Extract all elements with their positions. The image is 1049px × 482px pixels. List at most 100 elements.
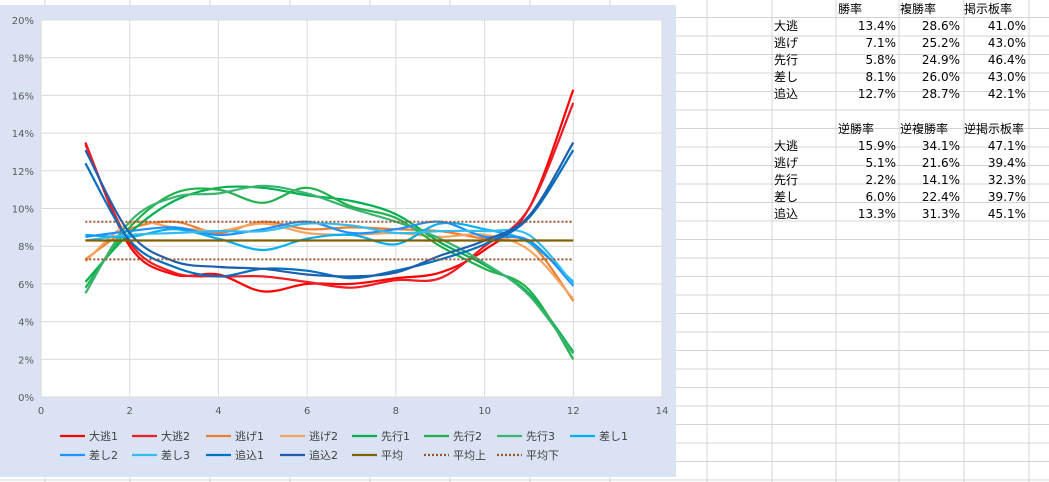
legend-entry: 差し3 [161, 448, 190, 462]
y-tick-label: 12% [12, 167, 34, 178]
legend-entry: 先行2 [453, 430, 482, 443]
cell-value: 28.7% [921, 86, 960, 101]
series-line-10 [85, 222, 575, 285]
table-row: 先行 2.2% 14.1% 32.3% [772, 171, 1028, 188]
x-tick-label: 14 [656, 406, 669, 417]
cell-value: 22.4% [921, 189, 960, 204]
y-tick-label: 4% [18, 318, 34, 329]
row-label: 逃げ [774, 36, 799, 50]
cell-value: 32.3% [987, 172, 1026, 187]
stats-table-2: 逆勝率 逆複勝率 逆掲示板率 大逃 15.9% 34.1% 47.1% 逃げ 5… [772, 120, 1028, 222]
cell-value: 13.4% [857, 18, 896, 33]
cell-value: 21.6% [921, 155, 960, 170]
cell-value: 39.7% [987, 189, 1026, 204]
cell-value: 25.2% [921, 35, 960, 50]
cell-value: 12.7% [857, 86, 896, 101]
cell-value: 14.1% [921, 172, 960, 187]
legend-entry: 大逃2 [161, 429, 190, 443]
y-tick-label: 8% [18, 242, 34, 253]
y-tick-label: 0% [18, 393, 34, 404]
y-tick-label: 14% [12, 129, 34, 140]
legend-entry: 差し2 [89, 448, 118, 462]
row-label: 差し [774, 70, 799, 84]
legend-entry: 平均 [381, 449, 403, 462]
cell-value: 43.0% [987, 35, 1026, 50]
table-corner-cell [772, 0, 836, 17]
table-row: 先行 5.8% 24.9% 46.4% [772, 51, 1028, 68]
cell-value: 39.4% [987, 155, 1026, 170]
table-row: 大逃 13.4% 28.6% 41.0% [772, 17, 1028, 34]
series-line-8 [85, 221, 575, 283]
legend-entry: 差し1 [599, 429, 628, 443]
cell-value: 47.1% [987, 138, 1026, 153]
cell-value: 13.3% [857, 206, 896, 221]
column-header: 逆勝率 [838, 122, 875, 136]
y-tick-label: 16% [12, 91, 34, 102]
table-row: 大逃 15.9% 34.1% 47.1% [772, 137, 1028, 154]
x-tick-label: 10 [478, 406, 491, 417]
x-tick-label: 6 [304, 406, 310, 417]
line-chart[interactable]: 0% 2% 4% 6% 8% 10% 12% 14% 16% 18% 20% 0 2 4 6 8 10 12 14 大… [0, 0, 680, 482]
column-header: 掲示板率 [964, 2, 1013, 16]
table-row: 差し 6.0% 22.4% 39.7% [772, 188, 1028, 205]
row-label: 追込 [774, 87, 799, 101]
cell-value: 8.1% [865, 69, 897, 84]
table-row: 追込 13.3% 31.3% 45.1% [772, 205, 1028, 222]
cell-value: 15.9% [857, 138, 896, 153]
legend-entry: 平均下 [526, 449, 559, 462]
legend-entry: 逃げ1 [235, 430, 264, 443]
legend-entry: 逃げ2 [309, 430, 338, 443]
series-line-7 [84, 184, 575, 355]
column-header: 勝率 [838, 2, 863, 16]
cell-value: 45.1% [987, 206, 1026, 221]
cell-value: 31.3% [921, 206, 960, 221]
legend-entry: 先行3 [526, 430, 555, 443]
row-label: 大逃 [774, 19, 799, 33]
row-label: 先行 [774, 53, 799, 67]
table-header-row: 勝率 複勝率 掲示板率 [772, 0, 1028, 17]
cell-value: 2.2% [865, 172, 897, 187]
row-label: 先行 [774, 173, 799, 187]
legend-entry: 追込2 [309, 448, 338, 462]
y-tick-label: 6% [18, 280, 34, 291]
legend-entry: 平均上 [453, 449, 486, 462]
x-tick-label: 0 [38, 406, 44, 417]
x-tick-label: 12 [567, 406, 580, 417]
y-tick-label: 10% [12, 205, 34, 216]
table-row: 逃げ 5.1% 21.6% 39.4% [772, 154, 1028, 171]
series-line-12 [84, 141, 575, 278]
x-tick-label: 4 [215, 406, 221, 417]
cell-value: 6.0% [865, 189, 897, 204]
cell-value: 46.4% [987, 52, 1026, 67]
y-tick-label: 18% [12, 54, 34, 65]
table-row: 逃げ 7.1% 25.2% 43.0% [772, 34, 1028, 51]
series-line-6 [84, 186, 575, 360]
cell-value: 28.6% [921, 18, 960, 33]
cell-value: 34.1% [921, 138, 960, 153]
legend-entry: 大逃1 [89, 429, 118, 443]
table-row: 差し 8.1% 26.0% 43.0% [772, 68, 1028, 85]
table-header-row: 逆勝率 逆複勝率 逆掲示板率 [772, 120, 1028, 137]
y-tick-label: 20% [12, 16, 34, 27]
table-row: 追込 12.7% 28.7% 42.1% [772, 85, 1028, 102]
cell-value: 5.8% [865, 52, 897, 67]
cell-value: 24.9% [921, 52, 960, 67]
row-label: 差し [774, 190, 799, 204]
cell-value: 41.0% [987, 18, 1026, 33]
row-label: 追込 [774, 207, 799, 221]
legend-entry: 追込1 [235, 448, 264, 462]
column-header: 逆複勝率 [900, 122, 949, 136]
stats-table-1: 勝率 複勝率 掲示板率 大逃 13.4% 28.6% 41.0% 逃げ 7.1%… [772, 0, 1028, 102]
cell-value: 42.1% [987, 86, 1026, 101]
y-tick-label: 2% [18, 355, 34, 366]
row-label: 大逃 [774, 139, 799, 153]
cell-value: 26.0% [921, 69, 960, 84]
table-corner-cell [772, 120, 836, 137]
cell-value: 7.1% [865, 35, 897, 50]
column-header: 複勝率 [900, 2, 937, 16]
x-tick-label: 8 [393, 406, 399, 417]
row-label: 逃げ [774, 156, 799, 170]
x-tick-label: 2 [127, 406, 133, 417]
cell-value: 43.0% [987, 69, 1026, 84]
column-header: 逆掲示板率 [964, 122, 1025, 136]
